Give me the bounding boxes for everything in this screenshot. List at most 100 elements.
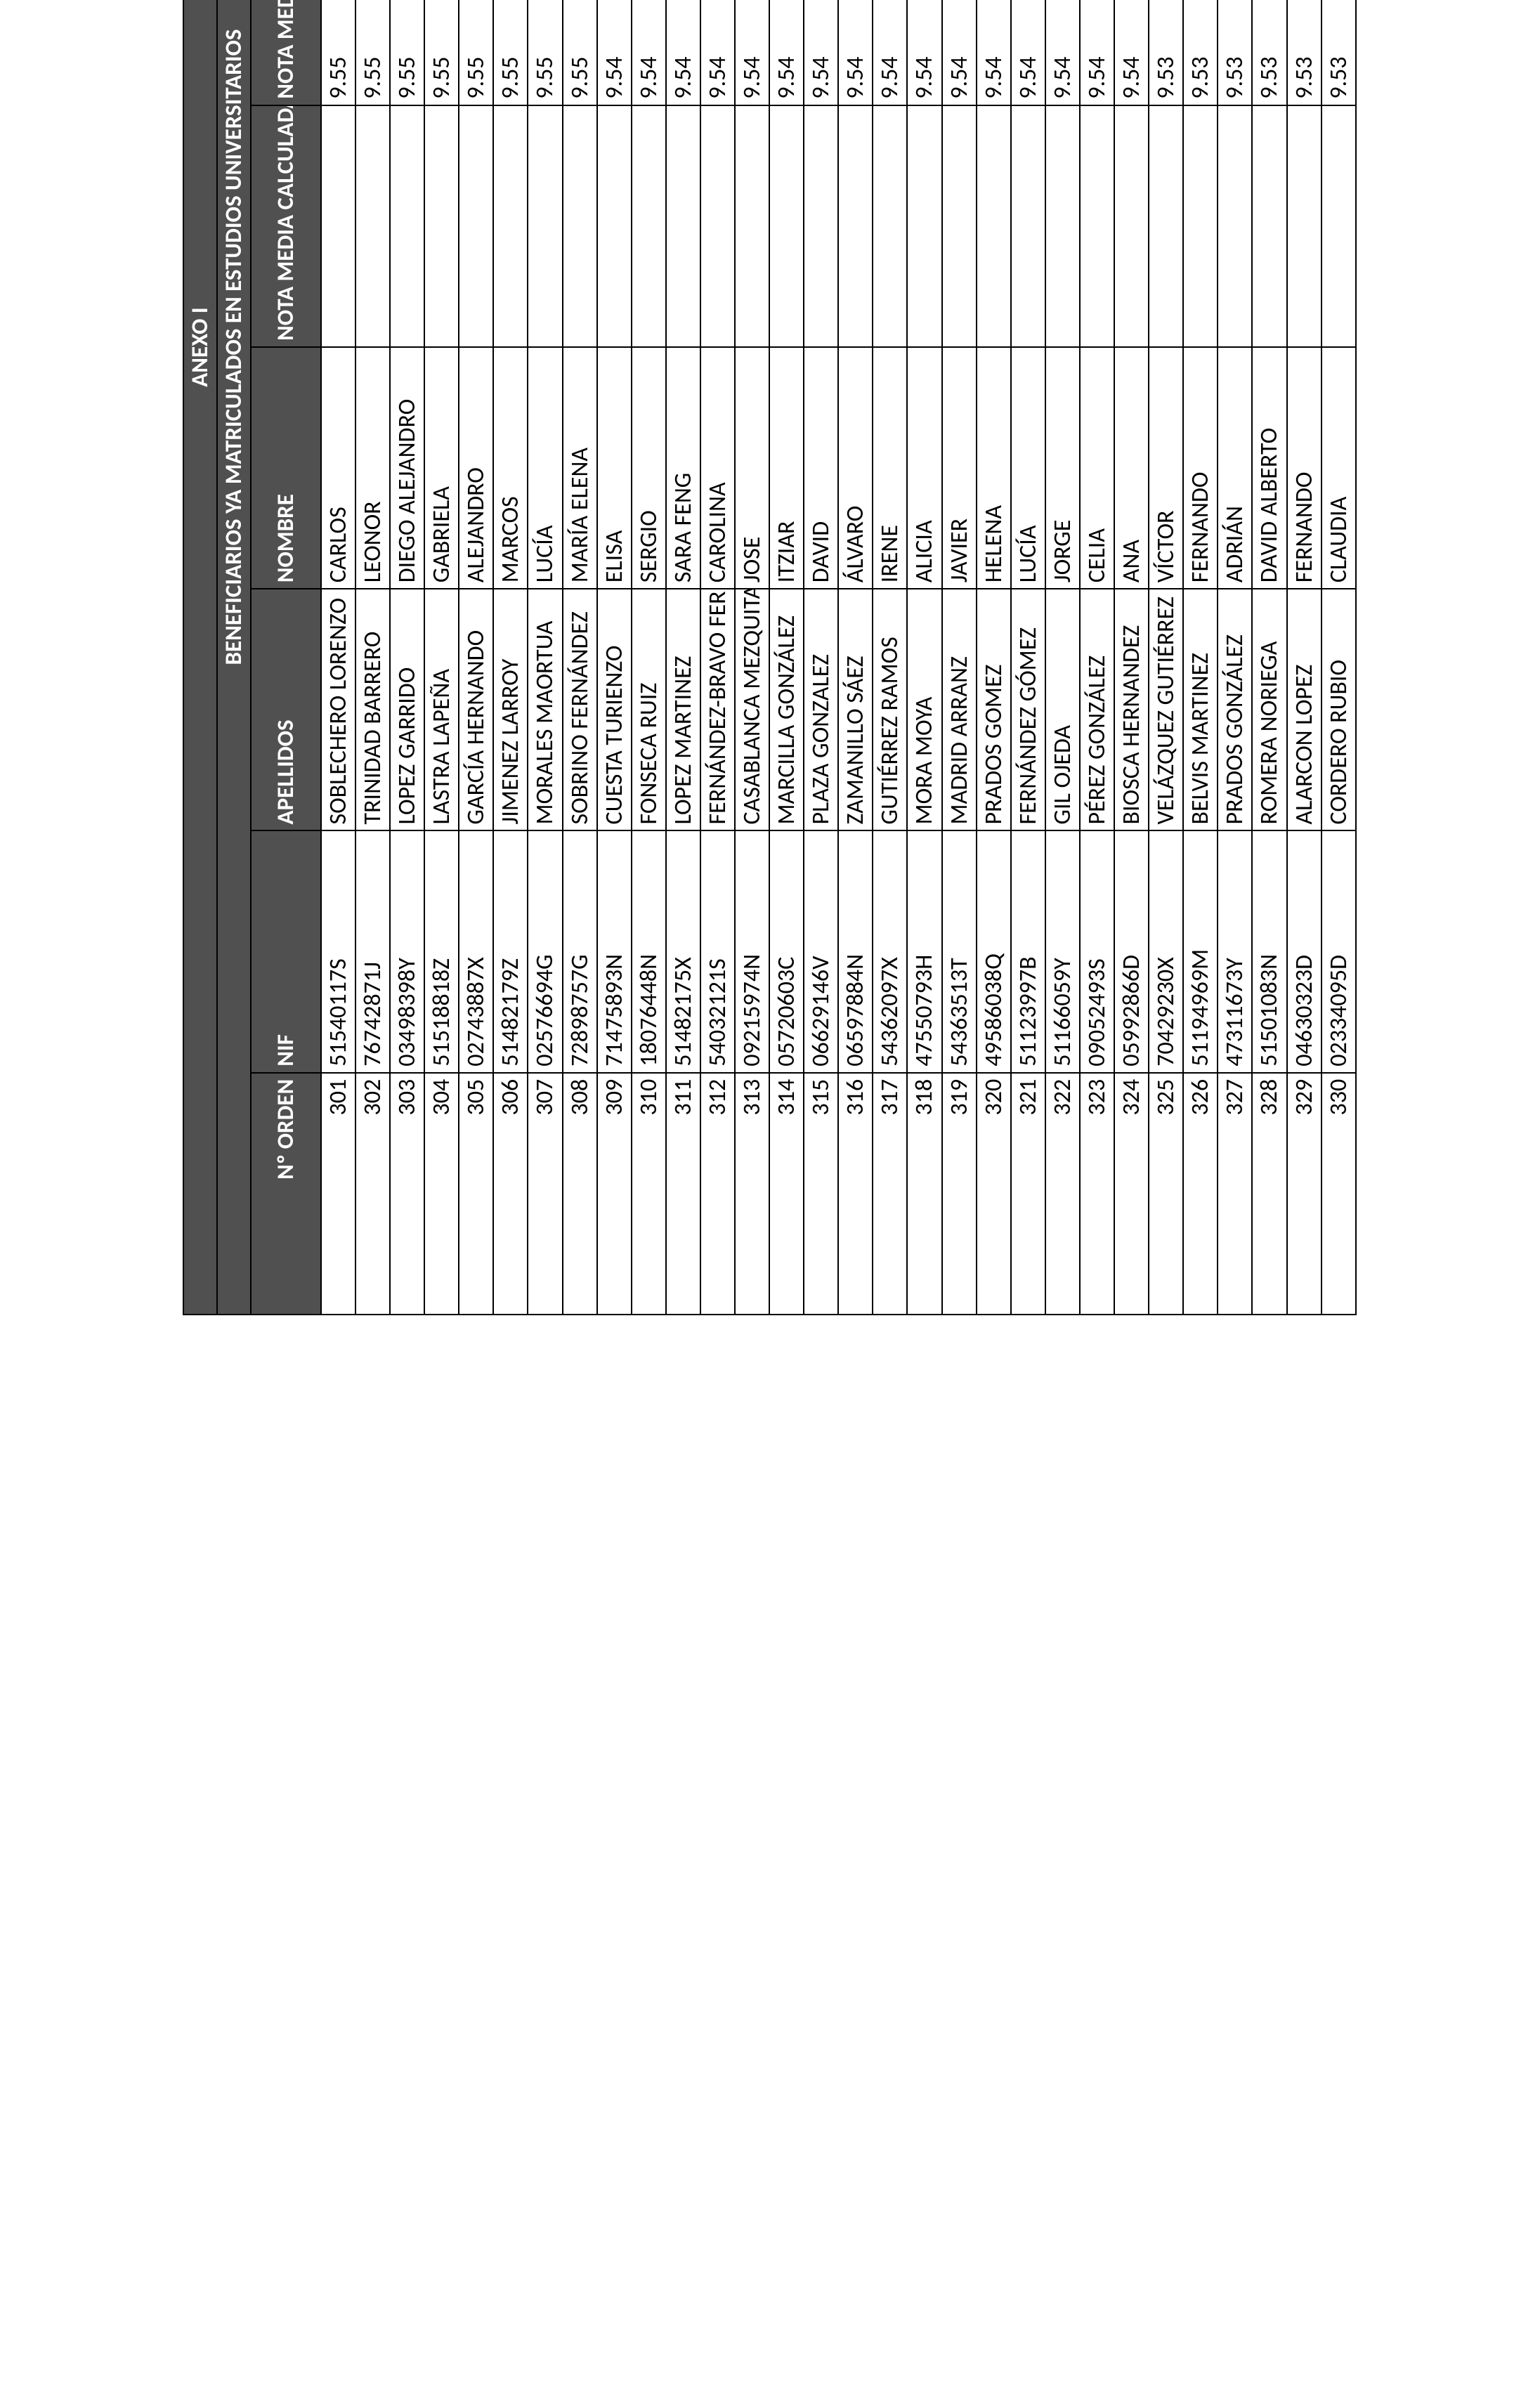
cell-apellidos: PRADOS GONZÁLEZ (1218, 589, 1252, 830)
cell-apellidos: ZAMANILLO SÁEZ (838, 589, 873, 830)
cell-nif: 51166059Y (1045, 831, 1080, 1073)
cell-apellidos: GIL OJEDA (1045, 589, 1080, 830)
table-row: 32747311673YPRADOS GONZÁLEZADRIÁN9.53.71… (1218, 0, 1252, 1315)
table-row: 31954363513TMADRID ARRANZJAVIER9.54.1518… (942, 0, 977, 1315)
cell-apellidos: VELÁZQUEZ GUTIÉRREZ (1149, 589, 1183, 830)
cell-apellidos: ALARCON LOPEZ (1287, 589, 1322, 830)
cell-nif: 51123997B (1011, 831, 1045, 1073)
cell-orden: 308 (563, 1073, 597, 1315)
cell-cert: 9.53 (1252, 0, 1286, 105)
cell-orden: 328 (1252, 1073, 1286, 1315)
beneficiaries-table: ANEXO I BENEFICIARIOS YA MATRICULADOS EN… (183, 0, 1357, 1315)
cell-calc (666, 105, 700, 347)
cell-cert: 9.54 (907, 0, 941, 105)
cell-nombre: ELISA (597, 347, 632, 589)
cell-nif: 06629146V (804, 831, 838, 1073)
cell-nif: 06597884N (838, 831, 873, 1073)
cell-nombre: JOSE (735, 347, 769, 589)
cell-calc (424, 105, 459, 347)
cell-nif: 54362097X (873, 831, 907, 1073)
cell-nif: 02334095D (1322, 831, 1356, 1073)
table-row: 31754362097XGUTIÉRREZ RAMOSIRENE9.54.351… (873, 0, 907, 1315)
cell-nombre: FERNANDO (1183, 347, 1218, 589)
cell-cert: 9.55 (355, 0, 390, 105)
cell-cert: 9.54 (838, 0, 873, 105)
cell-apellidos: SOBLECHERO LORENZO (321, 589, 355, 830)
cell-apellidos: BELVIS MARTINEZ (1183, 589, 1218, 830)
cell-nif: 70429230X (1149, 831, 1183, 1073)
cell-nombre: SARA FENG (666, 347, 700, 589)
cell-nombre: CARLOS (321, 347, 355, 589)
cell-nif: 02576694G (528, 831, 562, 1073)
table-row: 32904630323DALARCON LOPEZFERNANDO9.53.57… (1287, 0, 1322, 1315)
cell-calc (942, 105, 977, 347)
table-row: 33002334095DCORDERO RUBIOCLAUDIA9.53.552… (1322, 0, 1356, 1315)
cell-nif: 09052493S (1080, 831, 1114, 1073)
table-row: 32851501083NROMERA NORIEGADAVID ALBERTO9… (1252, 0, 1286, 1315)
cell-nif: 54032121S (700, 831, 735, 1073)
cell-calc (1287, 105, 1322, 347)
cell-orden: 327 (1218, 1073, 1252, 1315)
cell-nombre: LUCÍA (1011, 347, 1045, 589)
cell-apellidos: FERNÁNDEZ-BRAVO FERNÁNDEZ (700, 589, 735, 830)
table-row: 31151482175XLOPEZ MARTINEZSARA FENG9.54.… (666, 0, 700, 1315)
cell-calc (597, 105, 632, 347)
cell-cert: 9.54 (873, 0, 907, 105)
cell-nif: 71475893N (597, 831, 632, 1073)
cell-nombre: LEONOR (355, 347, 390, 589)
cell-orden: 310 (632, 1073, 666, 1315)
table-row: 32309052493SPÉREZ GONZÁLEZCELIA9.54025/0… (1080, 0, 1114, 1315)
cell-nombre: ANA (1114, 347, 1149, 589)
cell-calc (1322, 105, 1356, 347)
table-row: 30151540117SSOBLECHERO LORENZOCARLOS9.55… (321, 0, 355, 1315)
table-row: 31018076448NFONSECA RUIZSERGIO9.54.7523/… (632, 0, 666, 1315)
cell-nombre: DIEGO ALEJANDRO (390, 347, 424, 589)
cell-nombre: ALEJANDRO (459, 347, 493, 589)
cell-apellidos: LOPEZ GARRIDO (390, 589, 424, 830)
cell-orden: 330 (1322, 1073, 1356, 1315)
cell-calc (838, 105, 873, 347)
cell-orden: 304 (424, 1073, 459, 1315)
title-anexo: ANEXO I (183, 0, 217, 1315)
cell-cert: 9.53 (1218, 0, 1252, 105)
cell-cert: 9.54 (1114, 0, 1149, 105)
cell-apellidos: ROMERA NORIEGA (1252, 589, 1286, 830)
cell-nombre: FERNANDO (1287, 347, 1322, 589)
table-row: 30651482179ZJIMENEZ LARROYMARCOS9.55.153… (493, 0, 528, 1315)
cell-orden: 305 (459, 1073, 493, 1315)
cell-apellidos: GUTIÉRREZ RAMOS (873, 589, 907, 830)
table-row: 31405720603CMARCILLA GONZÁLEZITZIAR9.54.… (769, 0, 804, 1315)
cell-nombre: IRENE (873, 347, 907, 589)
table-row: 32651194969MBELVIS MARTINEZFERNANDO9.53.… (1183, 0, 1218, 1315)
cell-apellidos: MORALES MAORTUA (528, 589, 562, 830)
cell-cert: 9.55 (424, 0, 459, 105)
cell-nombre: GABRIELA (424, 347, 459, 589)
cell-nombre: DAVID ALBERTO (1252, 347, 1286, 589)
cell-calc (735, 105, 769, 347)
cell-cert: 9.54 (632, 0, 666, 105)
cell-calc (459, 105, 493, 347)
cell-apellidos: BIOSCA HERNANDEZ (1114, 589, 1149, 830)
cell-cert: 9.54 (977, 0, 1011, 105)
title-subtitle: BENEFICIARIOS YA MATRICULADOS EN ESTUDIO… (217, 0, 251, 1315)
cell-nif: 76742871J (355, 831, 390, 1073)
cell-nombre: JORGE (1045, 347, 1080, 589)
cell-nombre: HELENA (977, 347, 1011, 589)
cell-apellidos: LASTRA LAPEÑA (424, 589, 459, 830)
cell-calc (1045, 105, 1080, 347)
table-row: 32570429230XVELÁZQUEZ GUTIÉRREZVÍCTOR9.5… (1149, 0, 1183, 1315)
cell-nombre: ALICIA (907, 347, 941, 589)
cell-calc (493, 105, 528, 347)
cell-nombre: CELIA (1080, 347, 1114, 589)
cell-orden: 307 (528, 1073, 562, 1315)
cell-cert: 9.54 (1080, 0, 1114, 105)
cell-apellidos: CUESTA TURIENZO (597, 589, 632, 830)
cell-cert: 9.54 (769, 0, 804, 105)
cell-nif: 04630323D (1287, 831, 1322, 1073)
cell-nif: 51482179Z (493, 831, 528, 1073)
table-row: 31847550793HMORA MOYAALICIA9.54.2320/01/… (907, 0, 941, 1315)
cell-orden: 325 (1149, 1073, 1183, 1315)
cell-apellidos: MADRID ARRANZ (942, 589, 977, 830)
cell-calc (1149, 105, 1183, 347)
cell-calc (528, 105, 562, 347)
